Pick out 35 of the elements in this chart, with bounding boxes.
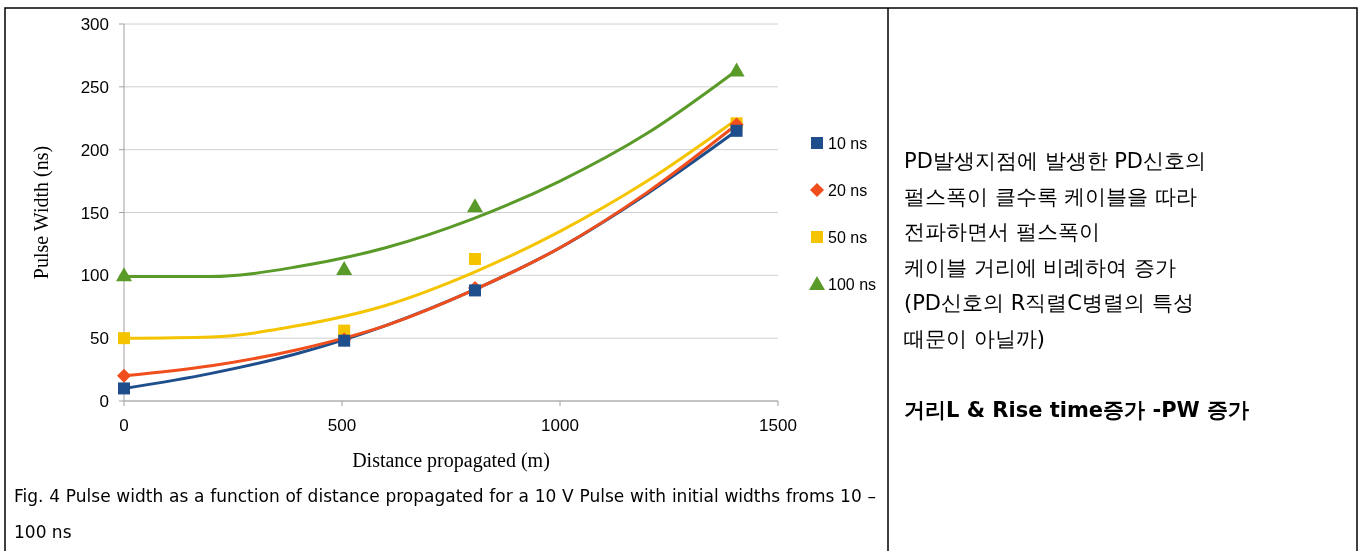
y-tick-label: 300 bbox=[80, 15, 109, 34]
text: 거리L & Rise time증가 -PW 증가 bbox=[904, 397, 1249, 422]
point bbox=[116, 267, 132, 282]
y-tick-label: 0 bbox=[99, 392, 109, 411]
point bbox=[468, 284, 481, 297]
y-tick-label: 100 bbox=[80, 266, 109, 286]
point bbox=[118, 332, 130, 345]
y-tick-label: 250 bbox=[80, 77, 109, 97]
point bbox=[118, 382, 130, 395]
y-axis-title: Pulse Width (ns) bbox=[30, 145, 53, 280]
legend-label: 100 ns bbox=[828, 276, 877, 293]
text: 때문이 아닐까) bbox=[904, 326, 1045, 351]
x-tick-label: 0 bbox=[119, 416, 129, 435]
point bbox=[336, 261, 353, 276]
legend-label: 50 ns bbox=[828, 229, 868, 246]
text: (PD신호의 R직렬C병렬의 특성 bbox=[904, 291, 1194, 315]
x-axis-title: Distance propagated (m) bbox=[352, 449, 550, 472]
point bbox=[468, 253, 481, 265]
text: PD발생지점에 발생한 PD신호의 bbox=[904, 149, 1207, 173]
x-tick-label: 1000 bbox=[541, 416, 579, 435]
point bbox=[728, 62, 745, 77]
text: 케이블 거리에 비례하여 증가 bbox=[904, 255, 1177, 280]
text: 펄스폭이 클수록 케이블을 따라 bbox=[904, 184, 1198, 209]
point bbox=[117, 368, 131, 383]
point bbox=[466, 198, 483, 213]
caption: Fig. 4 Pulse width as a function of distance propagated for a 10 V Pulse with initial widths froms 10 – 100 ns bbox=[14, 485, 876, 544]
legend-label: 10 ns bbox=[828, 135, 868, 152]
point bbox=[730, 124, 743, 137]
y-tick-label: 200 bbox=[80, 140, 109, 160]
text: 전파하면서 펄스폭이 bbox=[904, 220, 1100, 244]
x-tick-label: 500 bbox=[327, 416, 357, 435]
y-tick-label: 50 bbox=[90, 329, 109, 349]
x-tick-label: 1500 bbox=[759, 416, 797, 435]
legend-label: 20 ns bbox=[828, 182, 868, 199]
y-tick-label: 150 bbox=[80, 203, 109, 223]
